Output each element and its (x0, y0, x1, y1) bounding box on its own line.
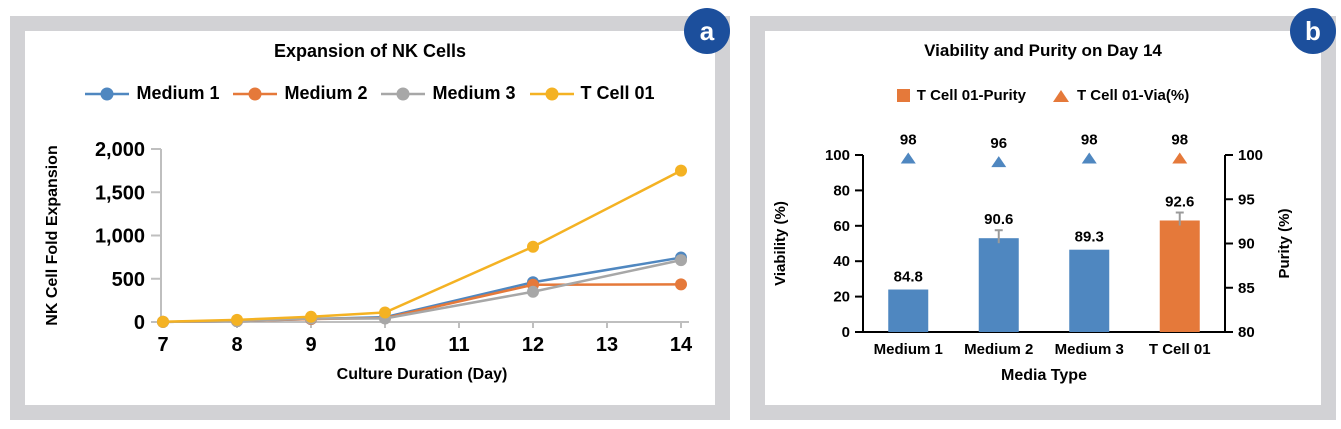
y-tick-label: 0 (134, 312, 145, 334)
x-axis-title: Culture Duration (Day) (337, 366, 508, 383)
data-point (379, 306, 391, 319)
triangle-marker-icon (1052, 89, 1069, 102)
nk-expansion-line-chart: 0 500 1,000 1,500 2,000 7 8 9 10 11 12 13 14 Culture … (44, 139, 693, 383)
data-point (231, 313, 243, 326)
data-point (675, 278, 687, 291)
legend-label: T Cell 01-Via(%) (1076, 87, 1190, 104)
series-t-cell-01 (157, 164, 687, 328)
right-tick-label: 80 (1238, 324, 1255, 341)
bar (888, 289, 929, 332)
category-label: Medium 3 (1055, 341, 1124, 358)
data-point (527, 240, 539, 253)
legend-item-t-cell-01: T Cell 01 (529, 83, 655, 104)
panel-b-viability-purity: Viability and Purity on Day 14 T Cell 01… (750, 16, 1336, 420)
triangle-value-label: 98 (900, 132, 917, 149)
panel-b-badge: b (1290, 8, 1336, 54)
triangle-marker (900, 152, 916, 164)
triangle-value-label: 96 (990, 135, 1007, 152)
axes: 0 500 1,000 1,500 2,000 7 8 9 10 11 12 13 14 Culture … (44, 139, 693, 383)
panel-b-title: Viability and Purity on Day 14 (924, 41, 1162, 60)
right-tick-label: 100 (1238, 147, 1263, 164)
legend-label: T Cell 01 (580, 83, 655, 103)
panel-a-badge: a (684, 8, 730, 54)
x-tick-label: 10 (374, 334, 396, 356)
bar (1069, 249, 1110, 332)
y-tick-label: 1,500 (95, 182, 145, 204)
left-axis-title: Viability (%) (772, 201, 789, 286)
legend-item-t-cell-01-purity: T Cell 01-Purity (896, 87, 1026, 104)
line-marker-icon (85, 87, 130, 100)
category-label: T Cell 01 (1149, 341, 1211, 358)
y-tick-label: 2,000 (95, 139, 145, 161)
x-tick-label: 9 (305, 334, 316, 356)
bar (978, 238, 1019, 332)
x-axis-title: Media Type (1001, 367, 1087, 384)
x-tick-label: 12 (522, 334, 544, 356)
bar-value-label: 84.8 (894, 269, 923, 286)
panel-b-legend: T Cell 01-Purity T Cell 01-Via(%) (765, 87, 1321, 104)
viability-purity-combo-chart: 0 20 40 60 80 100 80 85 90 95 100 Medium 1 Medium 2 M… (772, 132, 1293, 384)
y-axis-title: NK Cell Fold Expansion (44, 145, 61, 325)
left-tick-label: 40 (833, 253, 850, 270)
line-marker-icon (381, 87, 426, 100)
data-point (675, 254, 687, 267)
legend-label: Medium 1 (136, 83, 220, 103)
bar (1159, 220, 1200, 332)
panel-a-title: Expansion of NK Cells (273, 41, 467, 61)
legend-label: Medium 2 (284, 83, 368, 103)
x-tick-label: 8 (231, 334, 242, 356)
category-label: Medium 1 (874, 341, 943, 358)
triangle-marker (1081, 152, 1097, 164)
legend-label: Medium 3 (432, 83, 516, 103)
y-tick-label: 500 (112, 269, 145, 291)
triangle-value-label: 98 (1081, 132, 1098, 149)
data-point (675, 164, 687, 177)
x-tick-label: 14 (670, 334, 693, 356)
x-tick-label: 7 (157, 334, 168, 356)
data-point (305, 310, 317, 323)
x-tick-label: 11 (448, 334, 469, 356)
x-tick-label: 13 (596, 334, 618, 356)
data-point (157, 315, 169, 328)
bar-value-label: 90.6 (984, 211, 1013, 228)
right-tick-label: 95 (1238, 191, 1255, 208)
legend-label: T Cell 01-Purity (916, 87, 1026, 104)
left-tick-label: 20 (833, 289, 850, 306)
y-tick-label: 1,000 (95, 226, 145, 248)
right-tick-label: 85 (1238, 280, 1255, 297)
series-t-cell-01-via: 98 96 98 98 (900, 132, 1188, 168)
triangle-marker (1172, 152, 1188, 164)
right-axis-title: Purity (%) (1276, 208, 1293, 278)
panel-a-legend: Medium 1 Medium 2 Medium 3 T Cell 01 (25, 83, 715, 104)
left-tick-label: 60 (833, 218, 850, 235)
right-tick-label: 90 (1238, 236, 1255, 253)
data-point (527, 285, 539, 298)
left-tick-label: 80 (833, 182, 850, 199)
panel-a-nk-expansion: Expansion of NK Cells Medium 1 Medium 2 Me… (10, 16, 730, 420)
axes: 0 20 40 60 80 100 80 85 90 95 100 Medium 1 Medium 2 M… (772, 147, 1293, 384)
left-tick-label: 0 (842, 324, 850, 341)
legend-item-medium-1: Medium 1 (85, 83, 219, 104)
legend-item-medium-2: Medium 2 (233, 83, 367, 104)
square-marker-icon (896, 89, 910, 102)
triangle-marker (991, 156, 1007, 168)
line-marker-icon (529, 87, 574, 100)
bar-value-label: 92.6 (1165, 194, 1194, 211)
left-tick-label: 100 (825, 147, 850, 164)
series-t-cell-01-purity: 84.8 90.6 89.3 92.6 (888, 194, 1200, 332)
line-marker-icon (233, 87, 278, 100)
triangle-value-label: 98 (1171, 132, 1188, 149)
legend-item-medium-3: Medium 3 (381, 83, 516, 104)
legend-item-t-cell-01-via: T Cell 01-Via(%) (1052, 87, 1189, 104)
category-label: Medium 2 (964, 341, 1033, 358)
bar-value-label: 89.3 (1075, 229, 1104, 246)
